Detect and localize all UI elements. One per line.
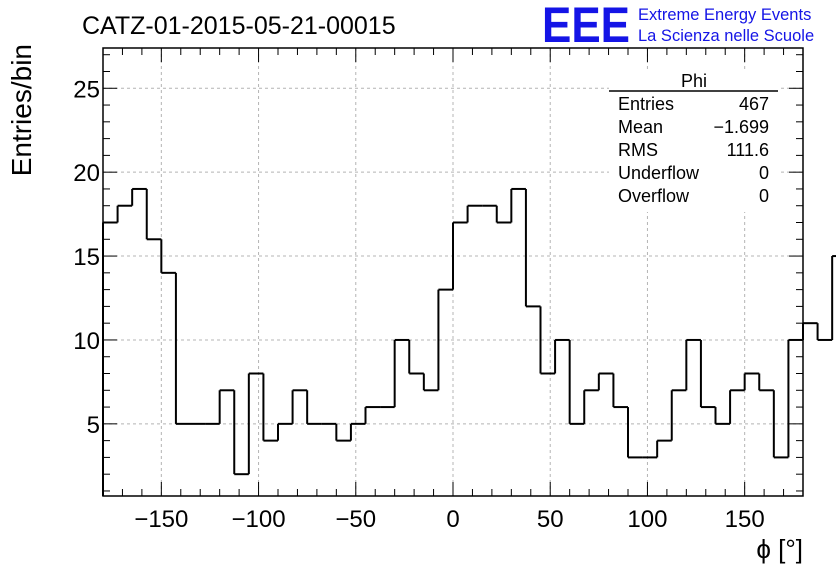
stat-label-mean: Mean (618, 117, 663, 137)
stat-value-rms: 111.6 (727, 140, 769, 160)
x-tick-label-3: 0 (446, 506, 459, 533)
logo-mark: EEE (542, 0, 630, 53)
stat-label-overflow: Overflow (618, 186, 690, 206)
x-tick-label-2: −50 (335, 506, 376, 533)
x-tick-label-4: 50 (537, 506, 564, 533)
x-axis-label: ϕ [°] (756, 534, 803, 564)
stats-box-background (609, 70, 778, 212)
y-tick-label-2: 15 (73, 244, 100, 271)
y-axis-label: Entries/bin (6, 44, 37, 176)
stat-value-mean: −1.699 (713, 117, 769, 137)
y-tick-label-0: 5 (87, 412, 100, 439)
eee-logo: EEE Extreme Energy Events La Scienza nel… (542, 0, 814, 53)
logo-line2: La Scienza nelle Scuole (638, 27, 814, 45)
y-tick-label-4: 25 (73, 76, 100, 103)
stat-value-overflow: 0 (759, 186, 769, 206)
stat-value-entries: 467 (739, 94, 769, 114)
axis-ticks: −150 −100 −50 0 50 100 150 5 10 15 20 25 (73, 48, 804, 533)
y-tick-label-3: 20 (73, 160, 100, 187)
stat-label-rms: RMS (618, 140, 658, 160)
x-tick-label-6: 150 (725, 506, 765, 533)
chart-title: CATZ-01-2015-05-21-00015 (82, 12, 396, 40)
stats-box: Phi Entries 467 Mean −1.699 RMS 111.6 Un… (609, 70, 778, 212)
stat-label-underflow: Underflow (618, 163, 700, 183)
stat-label-entries: Entries (618, 94, 674, 114)
x-tick-label-5: 100 (627, 506, 667, 533)
stat-value-underflow: 0 (759, 163, 769, 183)
logo-line1: Extreme Energy Events (638, 6, 811, 24)
x-tick-label-0: −150 (134, 506, 188, 533)
stats-title: Phi (681, 71, 707, 91)
x-tick-label-1: −100 (232, 506, 286, 533)
y-tick-label-1: 10 (73, 328, 100, 355)
